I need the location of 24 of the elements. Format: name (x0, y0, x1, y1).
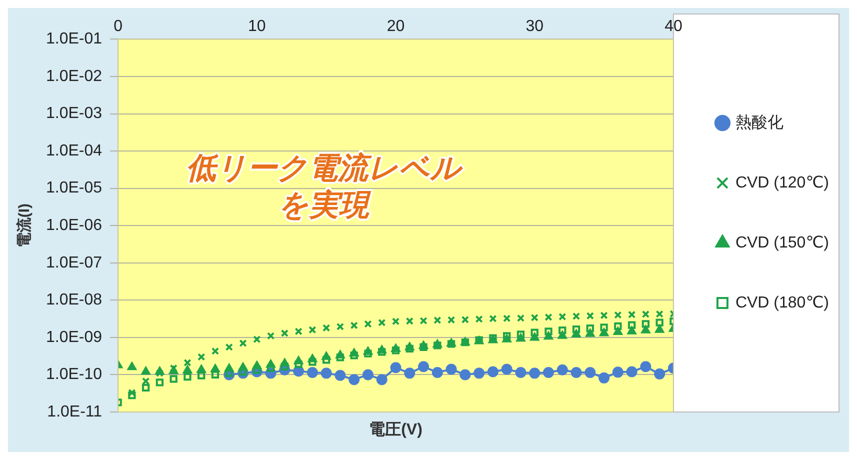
y-tick-label: 1.0E-06 (46, 217, 102, 234)
x-tick-label: 30 (526, 18, 544, 36)
y-tick-label: 1.0E-03 (46, 105, 102, 122)
y-tick-label: 1.0E-04 (46, 142, 102, 160)
y-tick-label: 1.0E-09 (46, 328, 102, 346)
legend-label: CVD (180℃) (735, 294, 829, 312)
x-tick-label: 0 (114, 18, 123, 36)
y-tick-label: 1.0E-05 (46, 180, 102, 197)
annotation: を実現 (278, 188, 372, 222)
y-tick-label: 1.0E-02 (46, 68, 102, 85)
legend-label: CVD (150℃) (735, 234, 829, 252)
legend-label: CVD (120℃) (735, 174, 829, 192)
y-tick-label: 1.0E-07 (46, 254, 102, 272)
y-tick-label: 1.0E-08 (46, 292, 102, 309)
y-axis-title: 電流(I) (15, 204, 34, 248)
x-axis-title: 電圧(V) (369, 420, 422, 438)
y-tick-label: 1.0E-11 (47, 403, 102, 420)
x-tick-label: 40 (664, 18, 682, 36)
y-tick-label: 1.0E-01 (46, 30, 102, 48)
legend-label: 熱酸化 (735, 113, 784, 132)
x-tick-label: 20 (386, 18, 405, 36)
annotation: 低リーク電流レベル (186, 150, 464, 185)
x-tick-label: 10 (248, 18, 266, 36)
y-tick-label: 1.0E-10 (46, 366, 102, 384)
